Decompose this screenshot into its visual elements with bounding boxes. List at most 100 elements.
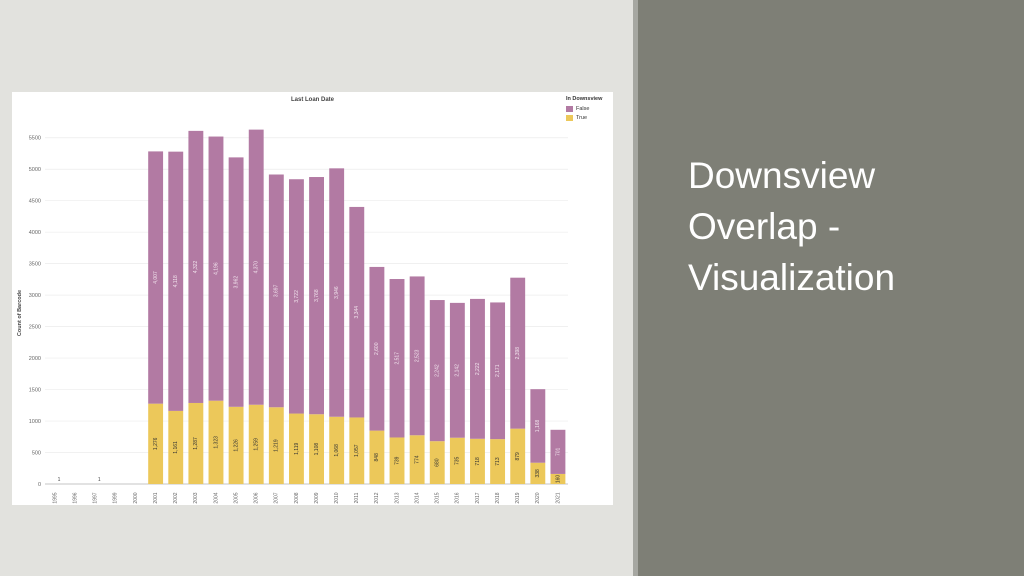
x-tick-label: 2015 [435,492,441,503]
bar-false [188,130,204,403]
data-label-false: 1,168 [535,419,541,432]
data-label-true: 718 [475,457,481,466]
bar-false [510,277,526,429]
data-label-false: 2,142 [455,364,461,377]
data-label-true: 338 [535,469,541,478]
data-label-true: 1,276 [153,437,159,450]
bar-false [409,276,425,436]
data-label-false: 2,600 [374,342,380,355]
slide-title-line-2: Overlap - [688,206,841,247]
bar-false [389,279,405,438]
y-tick-label: 2500 [29,325,41,331]
x-tick-label: 2002 [173,492,179,503]
bar-true [530,462,546,484]
x-tick-label: 2006 [254,492,260,503]
data-label-true: 1,108 [314,443,320,456]
annotation-label: 1 [58,477,61,483]
y-tick-label: 5000 [29,167,41,173]
bar-false [248,129,264,405]
data-label-false: 2,398 [515,347,521,360]
data-label-true: 1,161 [173,441,179,454]
bar-false [550,429,566,474]
x-tick-label: 2021 [555,492,561,503]
legend-swatch-true [566,114,573,121]
bar-true [268,407,284,484]
bar-true [449,437,465,484]
data-label-true: 160 [555,475,561,484]
bar-true [248,404,264,484]
data-label-false: 3,697 [274,284,280,297]
y-tick-label: 4500 [29,199,41,205]
data-label-false: 2,222 [475,362,481,375]
data-label-false: 3,768 [314,289,320,302]
data-label-true: 879 [515,452,521,461]
data-label-true: 1,068 [334,444,340,457]
x-tick-label: 1997 [93,492,99,503]
data-label-false: 4,322 [193,260,199,273]
slide-title-line-3: Visualization [688,257,896,298]
y-tick-label: 4000 [29,230,41,236]
x-tick-label: 2010 [334,492,340,503]
data-label-false: 701 [555,447,561,456]
data-label-true: 680 [435,458,441,467]
bar-true [329,416,345,484]
legend-title: In Downsview [566,96,603,102]
data-label-false: 3,344 [354,306,360,319]
y-tick-label: 5500 [29,136,41,142]
legend-label-true: True [576,114,588,121]
bar-false [470,298,485,439]
x-tick-label: 2003 [193,492,199,503]
bar-true [208,400,224,484]
slide-title-line-1: Downsview [688,155,876,196]
data-label-false: 4,118 [173,275,179,287]
bar-true [188,402,204,484]
bar-false [309,177,325,415]
panel-divider [633,0,638,576]
data-label-false: 4,196 [213,262,219,275]
slide-title: Downsview Overlap - Visualization [688,150,1008,303]
x-tick-label: 2007 [274,492,280,503]
y-tick-label: 2000 [29,356,41,362]
data-label-true: 1,226 [233,439,239,452]
bar-false [490,302,506,440]
data-label-true: 735 [455,456,461,465]
bar-true [429,441,445,484]
y-tick-label: 3000 [29,293,41,299]
bar-false [268,174,284,408]
data-label-false: 3,722 [294,290,300,303]
y-tick-label: 1500 [29,388,41,394]
y-tick-label: 1000 [29,419,41,425]
chart-title: Last Loan Date [290,97,334,103]
data-label-true: 713 [495,457,501,466]
bar-false [288,179,304,414]
bar-false [228,157,244,407]
bar-true [168,410,184,484]
bar-true [228,406,244,484]
bar-true [550,473,566,484]
legend-item-true[interactable]: True [566,113,611,122]
x-tick-label: 2018 [495,492,501,503]
x-tick-label: 1995 [52,492,58,503]
x-tick-label: 2008 [294,492,300,503]
data-label-true: 1,119 [294,442,300,454]
data-label-true: 1,323 [213,436,219,449]
bar-true [490,439,506,484]
x-tick-label: 2004 [213,492,219,503]
data-label-false: 3,962 [233,276,239,289]
x-tick-label: 2017 [475,492,481,503]
bar-false [349,206,365,418]
legend-item-false[interactable]: False [566,104,611,113]
y-tick-label: 3500 [29,262,41,268]
y-axis-title: Count of Barcode [17,290,23,336]
data-label-false: 4,370 [254,261,260,274]
data-label-false: 2,171 [495,364,501,377]
bar-true [470,438,485,484]
legend-swatch-false [566,105,573,112]
bar-true [389,437,405,484]
x-tick-label: 2020 [535,492,541,503]
data-label-true: 1,057 [354,444,360,457]
legend: In Downsview False True [566,96,611,122]
bar-true [288,413,304,484]
x-tick-label: 1999 [113,492,119,503]
data-label-false: 2,523 [414,349,420,362]
